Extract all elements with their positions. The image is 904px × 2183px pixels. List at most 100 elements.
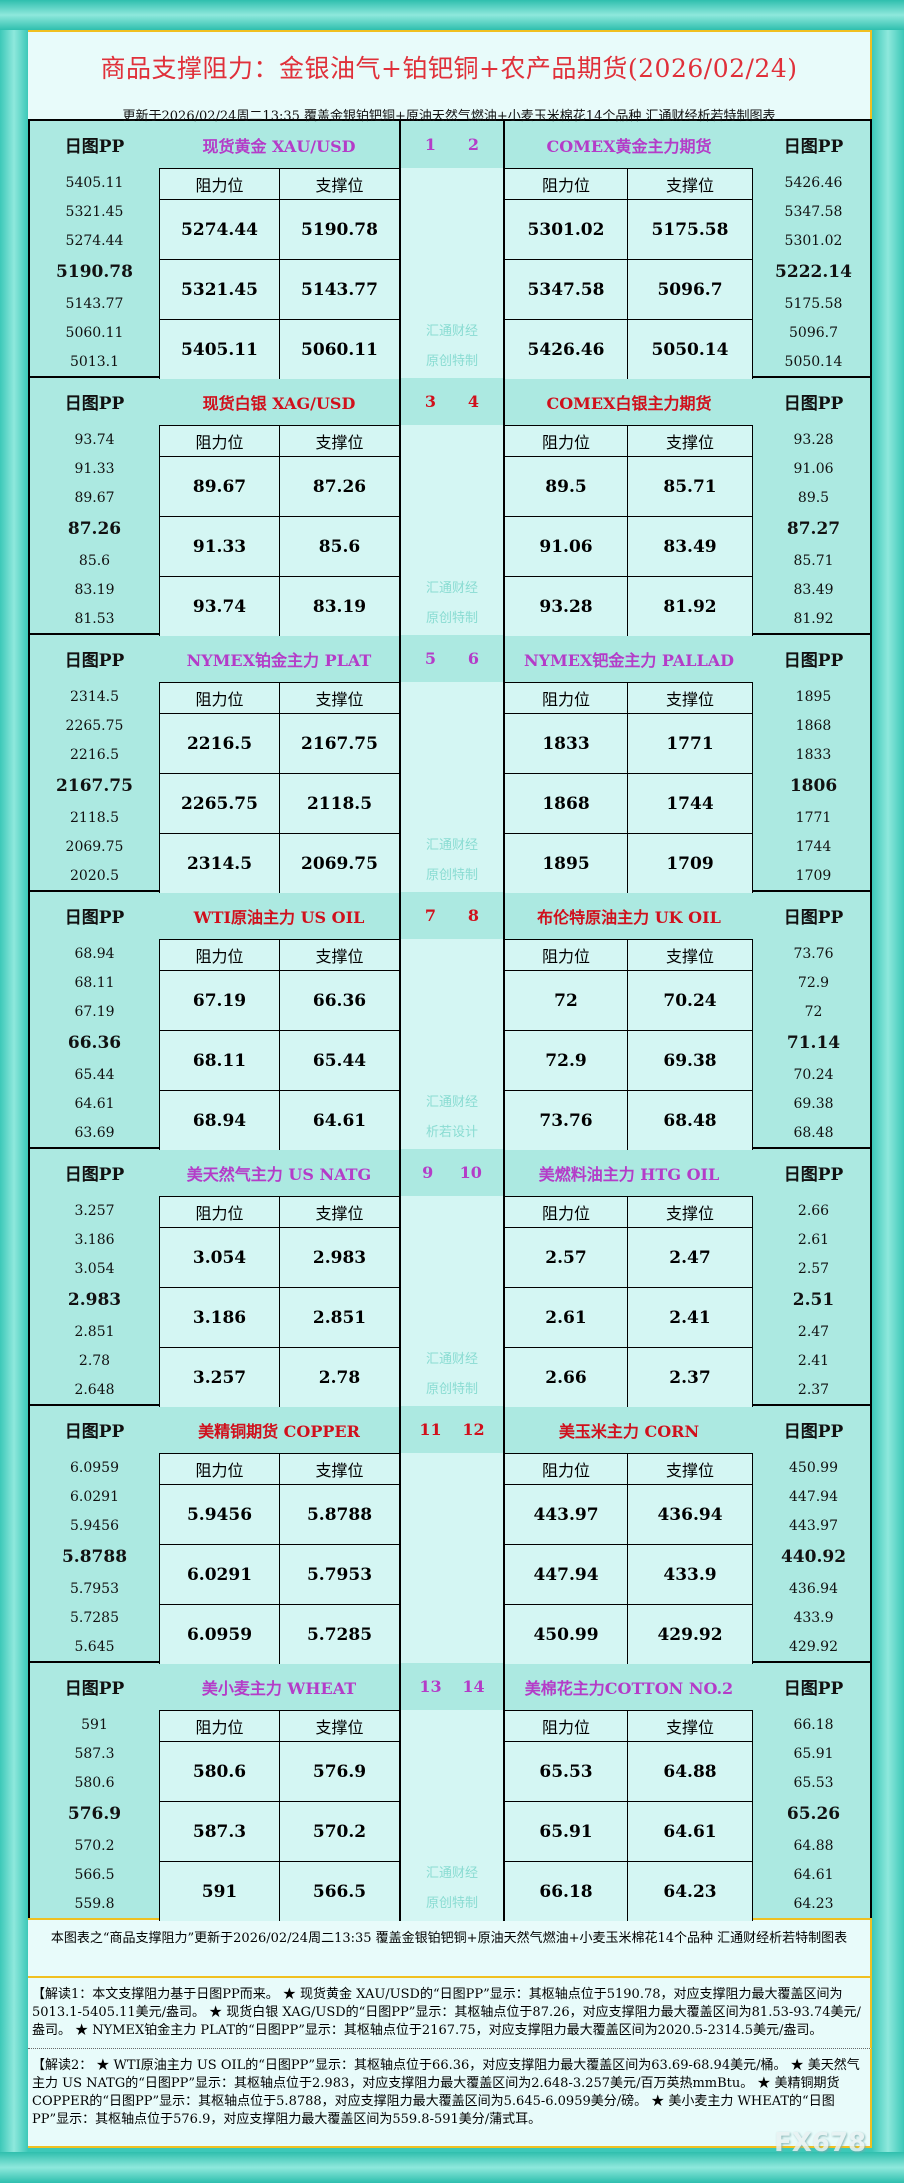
middle-column: 7 8 汇通财经 析若设计 — [399, 892, 505, 1150]
pp-level: 5321.45 — [65, 203, 124, 220]
left-instrument-name: WTI原油主力 US OIL — [193, 907, 365, 927]
support-value: 1771 — [627, 713, 753, 773]
support-value: 433.9 — [627, 1544, 753, 1604]
resistance-value: 73.76 — [505, 1090, 627, 1150]
resistance-header: 阻力位 — [159, 425, 279, 456]
pp-level: 2.41 — [797, 1353, 830, 1370]
left-pp-column: 5405.11 5321.45 5274.44 5190.78 5143.77 5060.… — [30, 168, 159, 379]
watermark-text: 汇通财经 — [425, 1095, 478, 1110]
right-pp-column: 5426.46 5347.58 5301.02 5222.14 5175.58 5096.… — [753, 168, 874, 379]
pivot-value: 2.983 — [67, 1290, 122, 1311]
interpretation-2: 【解读2： ★ WTI原油主力 US OIL的“日图PP”显示：其枢轴点位于66… — [28, 2048, 872, 2148]
pp-level: 66.18 — [793, 1716, 834, 1733]
resistance-value: 5321.45 — [159, 259, 279, 319]
pp-level: 81.92 — [793, 611, 834, 628]
block-number: 5 — [424, 649, 437, 668]
right-instrument-name: 美玉米主力 CORN — [558, 1421, 700, 1441]
block-number: 12 — [462, 1420, 485, 1439]
instrument-block: 日图PP 美小麦主力 WHEAT 阻力位 支撑位 580.6 576.9 587.3 570.… — [28, 1661, 872, 1921]
fx678-logo: FX678 — [774, 2128, 867, 2158]
resistance-value: 5426.46 — [505, 319, 627, 379]
pivot-value: 440.92 — [780, 1547, 847, 1568]
top-border — [0, 0, 904, 30]
pivot-value: 5222.14 — [775, 262, 852, 283]
pp-level: 83.49 — [793, 582, 834, 599]
watermark-text: 原创特制 — [425, 868, 478, 883]
pp-level: 68.11 — [74, 974, 115, 991]
pp-level: 436.94 — [789, 1580, 838, 1597]
block-number: 1 — [424, 135, 437, 154]
support-header: 支撑位 — [627, 1710, 753, 1741]
footer-note: 本图表之“商品支撑阻力”更新于2026/02/24周二13:35 覆盖金银铂钯铜… — [28, 1918, 872, 1976]
resistance-value: 1868 — [505, 773, 627, 833]
pp-header: 日图PP — [64, 1422, 125, 1442]
block-number: 14 — [462, 1677, 485, 1696]
middle-column: 11 12 — [399, 1406, 505, 1664]
support-value: 566.5 — [279, 1861, 399, 1921]
support-value: 570.2 — [279, 1801, 399, 1861]
support-value: 65.44 — [279, 1030, 399, 1090]
support-value: 64.61 — [627, 1801, 753, 1861]
right-pp-column: 450.99 447.94 443.97 440.92 436.94 433.9 429.9… — [753, 1453, 874, 1664]
resistance-value: 2314.5 — [159, 833, 279, 893]
left-instrument-name: 现货黄金 XAU/USD — [202, 136, 356, 156]
block-number: 9 — [422, 1163, 434, 1182]
resistance-value: 91.33 — [159, 516, 279, 576]
support-value: 2118.5 — [279, 773, 399, 833]
support-value: 5190.78 — [279, 199, 399, 259]
support-header: 支撑位 — [279, 425, 399, 456]
pp-header: 日图PP — [64, 651, 125, 671]
watermark-text: 汇通财经 — [425, 581, 478, 596]
right-instrument-name: NYMEX钯金主力 PALLAD — [523, 650, 734, 670]
pp-level: 2.78 — [78, 1353, 111, 1370]
instrument-block: 日图PP NYMEX铂金主力 PLAT 阻力位 支撑位 2216.5 2167.75 226… — [28, 633, 872, 893]
pp-level: 63.69 — [74, 1125, 115, 1142]
resistance-value: 2.61 — [505, 1287, 627, 1347]
support-value: 87.26 — [279, 456, 399, 516]
support-value: 83.49 — [627, 516, 753, 576]
resistance-value: 2216.5 — [159, 713, 279, 773]
resistance-value: 72 — [505, 970, 627, 1030]
pivot-value: 1806 — [789, 776, 838, 797]
pp-level: 89.67 — [74, 490, 115, 507]
block-number: 2 — [467, 135, 480, 154]
pp-level: 2020.5 — [70, 868, 119, 885]
middle-column: 5 6 汇通财经 原创特制 — [399, 635, 505, 893]
resistance-header: 阻力位 — [159, 682, 279, 713]
page-subtitle: 更新于2026/02/24周二13:35 覆盖金银铂钯铜+原油天然气燃油+小麦玉… — [122, 109, 776, 124]
pp-level: 580.6 — [74, 1775, 115, 1792]
instrument-block: 日图PP 美天然气主力 US NATG 阻力位 支撑位 3.054 2.983 3.186 2… — [28, 1147, 872, 1407]
resistance-value: 591 — [159, 1861, 279, 1921]
pivot-value: 5.8788 — [61, 1547, 128, 1568]
left-instrument-name: 美天然气主力 US NATG — [186, 1164, 372, 1184]
watermark-text: 原创特制 — [425, 611, 478, 626]
pp-level: 68.48 — [793, 1125, 834, 1142]
right-instrument-name: 布伦特原油主力 UK OIL — [537, 907, 721, 927]
instrument-block: 日图PP 美精铜期货 COPPER 阻力位 支撑位 5.9456 5.8788 6.0291… — [28, 1404, 874, 1664]
pp-header: 日图PP — [64, 908, 125, 928]
resistance-header: 阻力位 — [505, 1453, 627, 1484]
support-value: 85.6 — [279, 516, 399, 576]
support-value: 2.78 — [279, 1347, 399, 1407]
resistance-header: 阻力位 — [505, 168, 627, 199]
support-header: 支撑位 — [627, 425, 753, 456]
pivot-value: 71.14 — [786, 1033, 841, 1054]
pp-level: 5060.11 — [65, 325, 124, 342]
pp-level: 5274.44 — [65, 233, 124, 250]
pp-level: 70.24 — [793, 1066, 834, 1083]
pivot-value: 87.27 — [786, 519, 841, 540]
watermark-text: 原创特制 — [425, 354, 478, 369]
support-value: 5060.11 — [279, 319, 399, 379]
resistance-header: 阻力位 — [505, 1196, 627, 1227]
block-number: 4 — [467, 392, 480, 411]
pivot-value: 576.9 — [67, 1804, 122, 1825]
resistance-value: 93.74 — [159, 576, 279, 636]
resistance-value: 67.19 — [159, 970, 279, 1030]
pp-level: 443.97 — [789, 1518, 838, 1535]
support-value: 2.983 — [279, 1227, 399, 1287]
pp-level: 587.3 — [74, 1745, 115, 1762]
pp-level: 64.61 — [793, 1867, 834, 1884]
pivot-value: 2.51 — [792, 1290, 835, 1311]
resistance-value: 5347.58 — [505, 259, 627, 319]
support-value: 2167.75 — [279, 713, 399, 773]
